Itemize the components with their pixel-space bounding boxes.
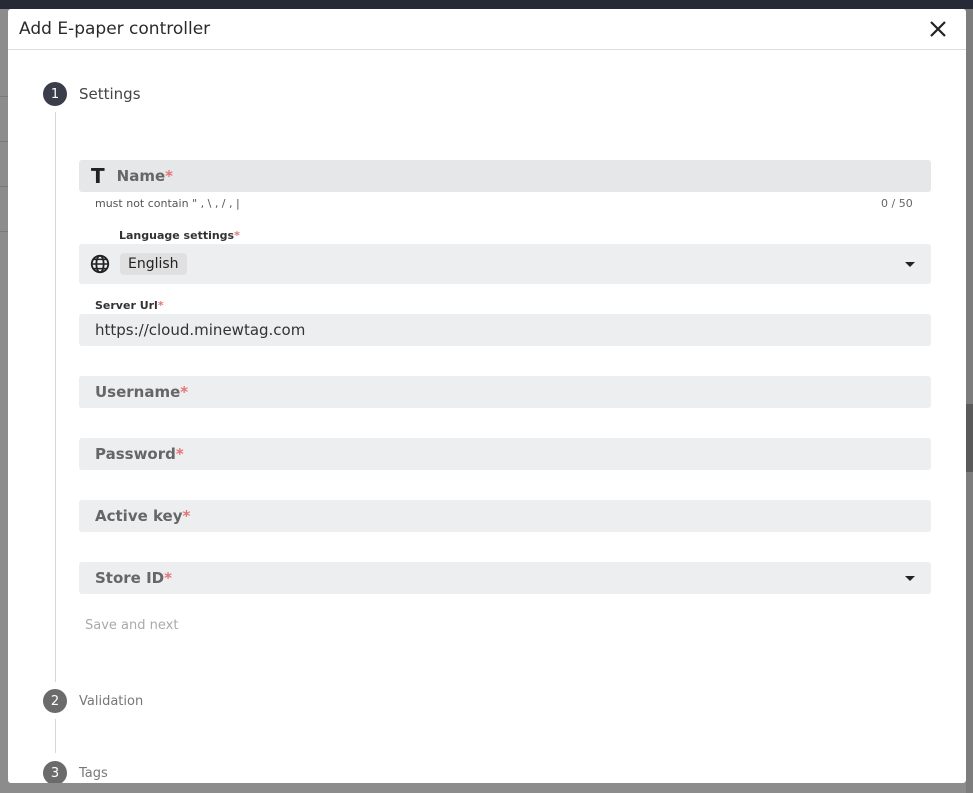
dialog-title: Add E-paper controller — [19, 19, 211, 39]
background-divider — [0, 141, 8, 142]
background-divider — [0, 96, 8, 97]
step-tags[interactable]: 3 Tags — [43, 761, 108, 783]
server-url-label: Server Url* — [95, 299, 164, 312]
text-icon: T — [91, 164, 105, 188]
step-label: Tags — [79, 765, 108, 781]
step-connector — [55, 719, 56, 753]
step-validation[interactable]: 2 Validation — [43, 689, 143, 713]
step-label: Settings — [79, 85, 141, 103]
globe-icon — [90, 254, 110, 274]
name-hint: must not contain " , \ , / , | — [95, 197, 240, 210]
close-icon[interactable] — [926, 17, 950, 41]
name-label: Name — [116, 167, 166, 185]
add-controller-dialog: Add E-paper controller 1 Settings T Name… — [8, 9, 966, 783]
scrollbar-thumb[interactable] — [966, 404, 973, 472]
step-label: Validation — [79, 693, 144, 709]
background-divider — [0, 186, 8, 187]
page-scrollbar[interactable] — [966, 9, 973, 793]
language-chip[interactable]: English — [120, 253, 187, 275]
required-mark: * — [165, 167, 173, 185]
step-settings[interactable]: 1 Settings — [43, 82, 141, 106]
background-divider — [0, 231, 8, 232]
language-label: Language settings* — [119, 229, 240, 242]
step-number: 1 — [43, 82, 67, 106]
dropdown-caret-icon[interactable] — [905, 262, 915, 267]
username-input[interactable]: Username * — [79, 376, 931, 408]
name-counter: 0 / 50 — [881, 197, 913, 210]
name-input[interactable]: T Name * — [79, 160, 931, 192]
language-select[interactable]: English — [79, 244, 931, 284]
save-next-button[interactable]: Save and next — [85, 618, 179, 633]
step-number: 2 — [43, 689, 67, 713]
password-input[interactable]: Password * — [79, 438, 931, 470]
server-url-input[interactable]: https://cloud.minewtag.com — [79, 314, 931, 346]
dialog-header: Add E-paper controller — [8, 9, 966, 50]
dropdown-caret-icon[interactable] — [905, 576, 915, 581]
step-connector — [55, 112, 56, 682]
step-number: 3 — [43, 761, 67, 783]
store-id-select[interactable]: Store ID * — [79, 562, 931, 594]
active-key-input[interactable]: Active key * — [79, 500, 931, 532]
app-top-bar — [0, 0, 973, 9]
